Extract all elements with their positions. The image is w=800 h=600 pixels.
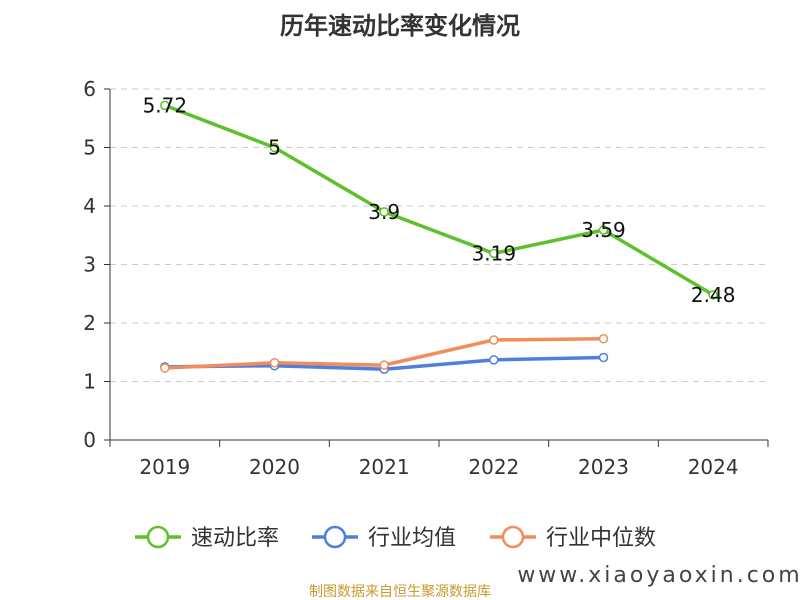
legend-marker — [146, 525, 170, 549]
source-note: 制图数据来自恒生聚源数据库 — [309, 584, 491, 600]
data-label: 3.9 — [368, 200, 400, 224]
x-tick-label: 2020 — [249, 455, 300, 479]
legend-marker — [501, 525, 525, 549]
data-point — [269, 142, 280, 153]
watermark: www.xiaoyaoxin.com — [517, 563, 800, 588]
series-line-0 — [164, 103, 715, 297]
data-point — [598, 334, 609, 344]
data-point — [269, 358, 280, 368]
y-tick-label: 1 — [83, 370, 96, 394]
data-point — [489, 355, 499, 365]
y-tick-label: 6 — [83, 77, 96, 101]
axes: 0 1 2 3 4 5 6 2019 2020 2021 2022 2023 2024 — [83, 77, 769, 479]
x-tick-label: 2019 — [139, 455, 190, 479]
data-point — [598, 352, 609, 363]
data-point — [708, 290, 718, 300]
y-tick-label: 3 — [83, 253, 96, 277]
legend-marker — [323, 525, 347, 549]
legend: 速动比率 行业均值 行业中位数 — [135, 525, 656, 551]
x-tick-label: 2021 — [359, 455, 410, 479]
data-label: 5.72 — [143, 93, 188, 117]
data-label: 3.59 — [581, 218, 626, 242]
data-point — [379, 207, 389, 217]
series-layer: 5.72 5 3.9 3.19 3.59 2.48 — [143, 93, 736, 374]
data-point — [160, 363, 170, 373]
y-tick-label: 5 — [83, 136, 96, 160]
y-tick-label: 4 — [83, 194, 96, 218]
data-point — [489, 335, 499, 345]
data-label: 5 — [268, 136, 281, 160]
data-label: 2.48 — [691, 283, 736, 307]
legend-label: 行业均值 — [368, 526, 456, 551]
y-tick-label: 0 — [83, 428, 96, 452]
chart-title: 历年速动比率变化情况 — [280, 12, 520, 40]
data-label: 3.19 — [472, 241, 517, 265]
data-point — [379, 360, 389, 370]
x-tick-label: 2022 — [468, 455, 519, 479]
legend-label: 行业中位数 — [546, 526, 656, 551]
data-point — [598, 225, 609, 235]
grid-lines — [110, 88, 768, 382]
data-point — [160, 100, 170, 111]
legend-label: 速动比率 — [191, 526, 279, 551]
x-tick-label: 2023 — [578, 455, 629, 479]
x-tick-label: 2024 — [688, 455, 739, 479]
data-point — [489, 248, 499, 259]
y-tick-label: 2 — [83, 311, 96, 335]
